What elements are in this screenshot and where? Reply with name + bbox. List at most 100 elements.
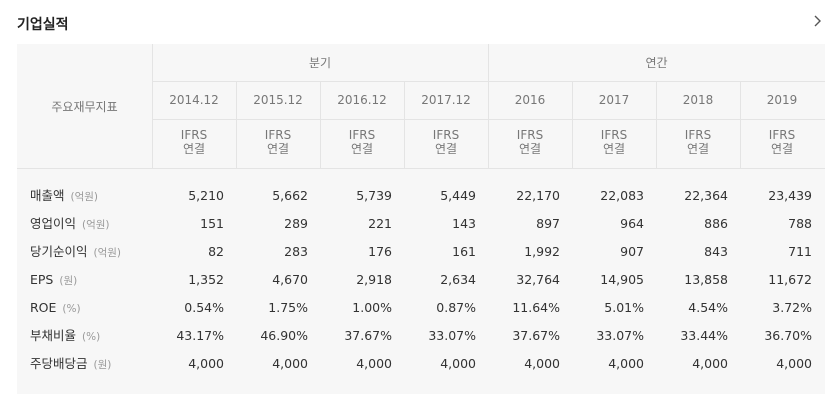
- table-cell: 283: [284, 244, 308, 259]
- grid-line: [488, 44, 489, 169]
- period-header: 2017: [598, 93, 630, 107]
- row-label: 영업이익 (억원): [30, 214, 110, 234]
- table-cell: 176: [368, 244, 392, 259]
- table-cell: 5.01%: [604, 300, 644, 315]
- table-cell: 37.67%: [344, 328, 392, 343]
- table-cell: 4,000: [692, 356, 728, 371]
- standard-label: IFRS: [684, 128, 712, 142]
- table-cell: 0.54%: [184, 300, 224, 315]
- accounting-standard: IFRS 연결: [404, 128, 488, 156]
- table-cell: 3.72%: [772, 300, 812, 315]
- table-cell: 5,739: [356, 188, 392, 203]
- basis-label: 연결: [518, 142, 542, 156]
- table-cell: 4,000: [440, 356, 476, 371]
- table-cell: 711: [788, 244, 812, 259]
- table-cell: 22,170: [516, 188, 560, 203]
- table-cell: 1,352: [188, 272, 224, 287]
- table-cell: 4,000: [188, 356, 224, 371]
- table-cell: 4,670: [272, 272, 308, 287]
- standard-label: IFRS: [348, 128, 376, 142]
- row-label: 매출액 (억원): [30, 186, 98, 206]
- grid-line: [17, 168, 825, 169]
- table-cell: 33.44%: [680, 328, 728, 343]
- row-unit: (%): [62, 303, 81, 315]
- table-cell: 907: [620, 244, 644, 259]
- basis-label: 연결: [434, 142, 458, 156]
- basis-label: 연결: [266, 142, 290, 156]
- table-cell: 143: [452, 216, 476, 231]
- accounting-standard: IFRS 연결: [320, 128, 404, 156]
- table-cell: 22,364: [684, 188, 728, 203]
- grid-line: [572, 81, 573, 169]
- row-label-text: 부채비율: [30, 328, 77, 343]
- table-cell: 11.64%: [512, 300, 560, 315]
- basis-label: 연결: [182, 142, 206, 156]
- row-unit: (원): [59, 275, 78, 287]
- standard-label: IFRS: [264, 128, 292, 142]
- table-cell: 4.54%: [688, 300, 728, 315]
- table-cell: 221: [368, 216, 392, 231]
- period-header: 2017.12: [421, 93, 471, 107]
- table-cell: 1,992: [524, 244, 560, 259]
- accounting-standard: IFRS 연결: [488, 128, 572, 156]
- table-cell: 161: [452, 244, 476, 259]
- period-header: 2015.12: [253, 93, 303, 107]
- row-label-text: ROE: [30, 300, 57, 315]
- table-cell: 1.75%: [268, 300, 308, 315]
- table-cell: 33.07%: [596, 328, 644, 343]
- table-cell: 4,000: [524, 356, 560, 371]
- metric-column-header: 주요재무지표: [51, 100, 118, 114]
- section-header: 기업실적: [0, 0, 835, 44]
- table-cell: 886: [704, 216, 728, 231]
- table-cell: 2,634: [440, 272, 476, 287]
- table-cell: 964: [620, 216, 644, 231]
- grid-line: [320, 81, 321, 169]
- table-cell: 33.07%: [428, 328, 476, 343]
- standard-label: IFRS: [180, 128, 208, 142]
- group-header-quarterly: 분기: [308, 56, 332, 70]
- grid-line: [404, 81, 405, 169]
- row-unit: (억원): [82, 219, 110, 231]
- period-header: 2019: [766, 93, 798, 107]
- table-cell: 788: [788, 216, 812, 231]
- table-cell: 14,905: [600, 272, 644, 287]
- basis-label: 연결: [770, 142, 794, 156]
- grid-line: [740, 81, 741, 169]
- table-cell: 13,858: [684, 272, 728, 287]
- section-title: 기업실적: [17, 17, 69, 33]
- row-unit: (억원): [93, 247, 122, 259]
- standard-label: IFRS: [516, 128, 544, 142]
- basis-label: 연결: [350, 142, 374, 156]
- row-label: 부채비율 (%): [30, 326, 100, 346]
- standard-label: IFRS: [432, 128, 460, 142]
- table-cell: 289: [284, 216, 308, 231]
- grid-line: [152, 44, 153, 169]
- accounting-standard: IFRS 연결: [236, 128, 320, 156]
- accounting-standard: IFRS 연결: [152, 128, 236, 156]
- period-header: 2016.12: [337, 93, 387, 107]
- chevron-right-icon[interactable]: [811, 14, 825, 28]
- table-cell: 46.90%: [260, 328, 308, 343]
- period-header: 2016: [514, 93, 546, 107]
- table-cell: 897: [536, 216, 560, 231]
- table-cell: 43.17%: [176, 328, 224, 343]
- table-cell: 843: [704, 244, 728, 259]
- table-cell: 11,672: [768, 272, 812, 287]
- accounting-standard: IFRS 연결: [740, 128, 824, 156]
- period-header: 2014.12: [169, 93, 219, 107]
- table-cell: 4,000: [608, 356, 644, 371]
- row-label: 당기순이익 (억원): [30, 242, 121, 262]
- table-cell: 0.87%: [436, 300, 476, 315]
- table-cell: 37.67%: [512, 328, 560, 343]
- standard-label: IFRS: [600, 128, 628, 142]
- table-cell: 23,439: [768, 188, 812, 203]
- table-cell: 4,000: [356, 356, 392, 371]
- basis-label: 연결: [602, 142, 626, 156]
- row-label-text: 매출액: [30, 188, 65, 203]
- group-header-annual: 연간: [645, 56, 668, 70]
- table-cell: 2,918: [356, 272, 392, 287]
- row-label-text: EPS: [30, 272, 54, 287]
- row-label-text: 영업이익: [30, 216, 77, 231]
- table-cell: 5,449: [440, 188, 476, 203]
- table-cell: 82: [208, 244, 224, 259]
